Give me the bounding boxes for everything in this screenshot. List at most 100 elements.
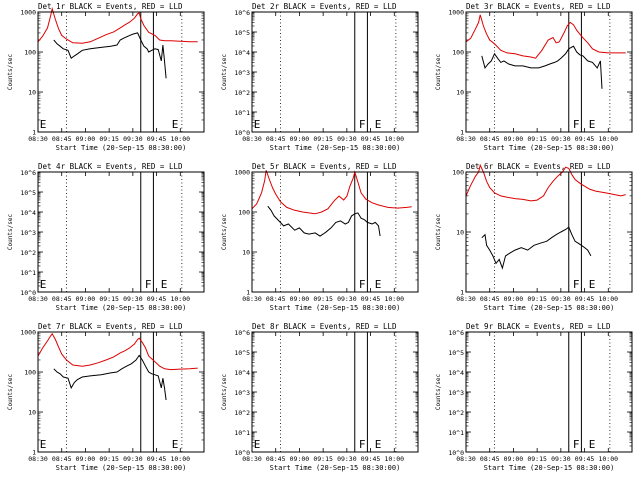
x-tick-label: 09:15 [527,135,547,143]
x-tick-label: 08:45 [52,135,72,143]
panel-title: Det 2r BLACK = Events, RED = LLD [252,2,397,11]
y-tick-label: 10 [456,229,464,237]
flare-marker-label: F [145,278,152,291]
lld-series-line [37,6,198,44]
plot-frame [465,11,633,133]
x-tick-label: 09:30 [337,455,357,463]
x-tick-label: 08:45 [480,135,500,143]
x-tick-label: 09:30 [123,295,143,303]
x-tick-label: 08:45 [266,135,286,143]
x-tick-label: 09:00 [76,135,96,143]
y-axis-label: Counts/sec [7,214,14,251]
events-series-line [53,354,167,401]
y-tick-label: 10^5 [234,29,250,37]
flare-marker-label: F [359,438,366,451]
y-tick-label: 10^4 [234,369,250,377]
x-axis-label: Start Time (20-Sep-15 08:30:00) [56,304,187,312]
eclipse-marker-label: E [161,278,168,291]
x-tick-label: 09:30 [123,455,143,463]
y-tick-label: 10^4 [20,209,36,217]
x-tick-label: 10:00 [384,295,404,303]
x-tick-label: 08:30 [28,135,48,143]
panel-title: Det 4r BLACK = Events, RED = LLD [38,162,183,171]
x-tick-label: 09:00 [76,295,96,303]
x-tick-label: 08:30 [242,455,262,463]
y-tick-label: 10^3 [448,389,464,397]
plot-frame [465,171,633,293]
x-tick-label: 10:00 [170,135,190,143]
eclipse-marker-label: E [40,118,47,131]
x-tick-label: 08:45 [52,455,72,463]
y-tick-label: 10^5 [234,349,250,357]
x-tick-label: 08:30 [28,455,48,463]
plot-frame [251,171,419,293]
x-tick-label: 08:45 [266,455,286,463]
x-axis-label: Start Time (20-Sep-15 08:30:00) [484,144,615,152]
x-tick-label: 08:45 [480,295,500,303]
x-tick-label: 09:15 [99,135,119,143]
lld-series-line [251,170,412,215]
x-tick-label: 10:00 [598,295,618,303]
lld-series-line [37,332,198,371]
y-tick-label: 10^0 [448,449,464,457]
x-tick-label: 08:30 [242,135,262,143]
eclipse-marker-label: E [172,118,179,131]
x-tick-label: 09:30 [551,295,571,303]
x-tick-label: 10:00 [170,295,190,303]
detector-panel: Det 6r BLACK = Events, RED = LLD Counts/s… [435,162,633,312]
x-tick-label: 10:00 [598,455,618,463]
y-tick-label: 1 [460,289,464,297]
y-tick-label: 1 [32,449,36,457]
eclipse-marker-label: E [172,438,179,451]
eclipse-marker-label: E [589,438,596,451]
y-tick-label: 10^3 [20,229,36,237]
events-series-line [481,45,603,89]
y-tick-label: 1000 [20,9,36,17]
plot-frame [251,11,419,133]
y-tick-label: 100 [238,209,250,217]
x-tick-label: 09:30 [337,135,357,143]
lld-series-line [465,163,626,202]
detector-panel: Det 4r BLACK = Events, RED = LLD Counts/s… [7,162,205,312]
x-axis-label: Start Time (20-Sep-15 08:30:00) [270,304,401,312]
x-axis-label: Start Time (20-Sep-15 08:30:00) [484,304,615,312]
lld-series-line [465,14,626,59]
x-tick-label: 09:00 [504,455,524,463]
x-tick-label: 08:30 [456,455,476,463]
y-axis-label: Counts/sec [435,214,442,251]
x-tick-label: 10:00 [384,455,404,463]
y-tick-label: 10^1 [234,109,250,117]
x-tick-label: 09:45 [361,295,381,303]
detector-panel: Det 1r BLACK = Events, RED = LLD Counts/s… [7,2,205,152]
y-tick-label: 1000 [20,329,36,337]
x-tick-label: 09:30 [551,455,571,463]
y-tick-label: 1 [460,129,464,137]
flare-marker-label: F [359,278,366,291]
eclipse-marker-label: E [375,118,382,131]
detector-panel: Det 2r BLACK = Events, RED = LLD Counts/s… [221,2,419,152]
x-tick-label: 09:45 [147,295,167,303]
detector-panel: Det 8r BLACK = Events, RED = LLD Counts/s… [221,322,419,472]
y-axis-label: Counts/sec [221,54,228,91]
x-tick-label: 09:15 [527,455,547,463]
x-tick-label: 10:00 [598,135,618,143]
flare-marker-label: F [573,118,580,131]
y-tick-label: 1000 [448,9,464,17]
y-tick-label: 100 [452,169,464,177]
y-axis-label: Counts/sec [435,54,442,91]
x-tick-label: 09:45 [575,295,595,303]
eclipse-marker-label: E [254,438,261,451]
detector-panel: Det 5r BLACK = Events, RED = LLD Counts/s… [221,162,419,312]
x-tick-label: 09:45 [361,135,381,143]
plot-frame [37,331,205,453]
y-axis-label: Counts/sec [221,214,228,251]
x-tick-label: 10:00 [170,455,190,463]
x-tick-label: 09:45 [575,135,595,143]
panel-title: Det 5r BLACK = Events, RED = LLD [252,162,397,171]
x-axis-label: Start Time (20-Sep-15 08:30:00) [270,144,401,152]
panel-title: Det 9r BLACK = Events, RED = LLD [466,322,611,331]
panel-title: Det 1r BLACK = Events, RED = LLD [38,2,183,11]
x-tick-label: 09:30 [123,135,143,143]
y-axis-label: Counts/sec [435,374,442,411]
